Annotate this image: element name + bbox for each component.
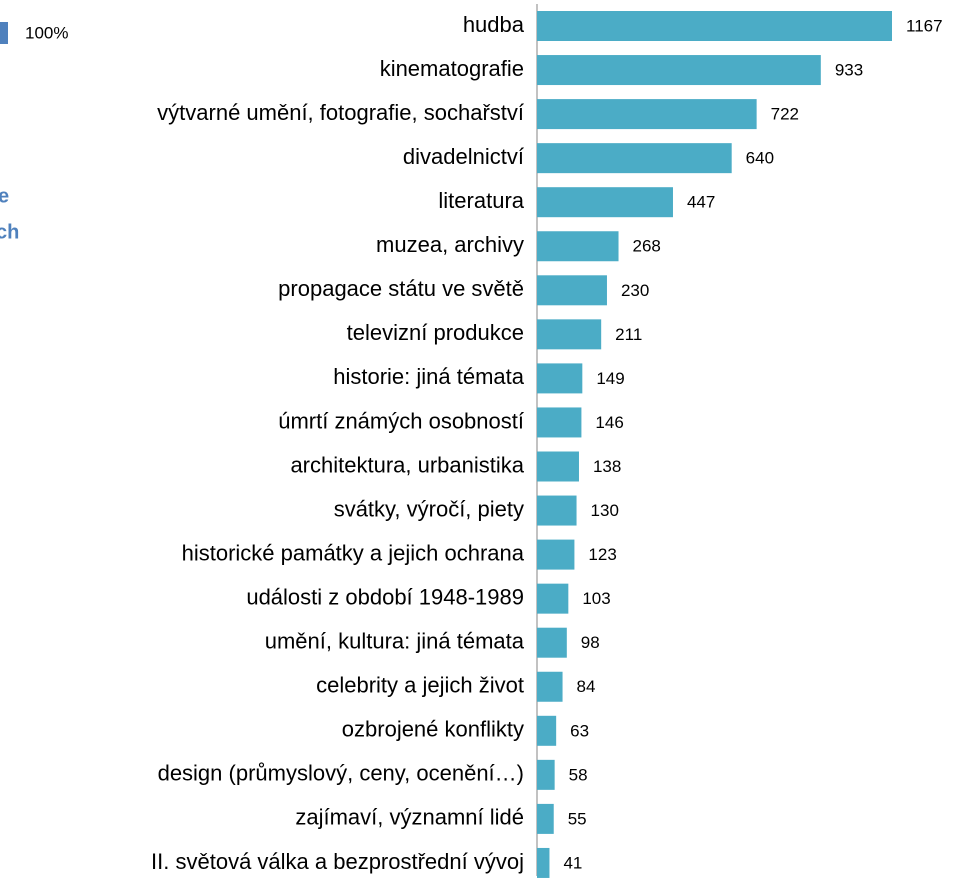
- category-label: kinematografie: [380, 56, 524, 81]
- category-label: propagace státu ve světě: [278, 276, 524, 301]
- legend-label: 100%: [25, 23, 68, 42]
- category-label: ozbrojené konflikty: [342, 717, 524, 742]
- value-label: 55: [568, 809, 587, 828]
- value-label: 130: [591, 501, 619, 520]
- category-label: architektura, urbanistika: [290, 452, 524, 477]
- value-label: 84: [577, 677, 596, 696]
- cropped-text: ch: [0, 221, 19, 243]
- bar: [537, 143, 732, 174]
- category-label: zajímaví, významní lidé: [295, 805, 524, 830]
- value-label: 268: [633, 237, 661, 256]
- bar: [537, 671, 563, 702]
- bar: [537, 231, 619, 262]
- value-label: 447: [687, 193, 715, 212]
- category-label: umění, kultura: jiná témata: [265, 629, 525, 654]
- bar: [537, 847, 550, 878]
- value-label: 211: [615, 325, 642, 344]
- cropped-text: e: [0, 185, 9, 207]
- value-label: 230: [621, 281, 649, 300]
- bar: [537, 363, 583, 394]
- value-label: 58: [569, 765, 588, 784]
- bar: [537, 99, 757, 130]
- category-label: historie: jiná témata: [333, 364, 525, 389]
- value-label: 640: [746, 149, 774, 168]
- category-label: literatura: [438, 188, 524, 213]
- category-label: divadelnictví: [403, 144, 524, 169]
- category-label: výtvarné umění, fotografie, sochařství: [157, 100, 524, 125]
- value-label: 123: [588, 545, 616, 564]
- value-label: 138: [593, 457, 621, 476]
- category-label: události z období 1948-1989: [246, 584, 524, 609]
- category-label: televizní produkce: [347, 320, 524, 345]
- bar: [537, 803, 554, 834]
- bar: [537, 539, 575, 570]
- category-label: II. světová válka a bezprostřední vývoj: [151, 849, 524, 874]
- value-label: 98: [581, 633, 600, 652]
- value-label: 1167: [906, 16, 943, 35]
- category-label: úmrtí známých osobností: [278, 408, 524, 433]
- legend-swatch: [0, 22, 8, 44]
- category-label: muzea, archivy: [376, 232, 524, 257]
- value-label: 103: [582, 589, 610, 608]
- bar: [537, 187, 673, 218]
- bar: [537, 759, 555, 790]
- category-label: celebrity a jejich život: [316, 673, 524, 698]
- bar: [537, 11, 892, 41]
- bar: [537, 495, 577, 526]
- value-label: 146: [595, 413, 623, 432]
- bar: [537, 627, 567, 658]
- value-label: 41: [563, 853, 582, 872]
- category-label: svátky, výročí, piety: [334, 496, 524, 521]
- bar: [537, 407, 582, 438]
- value-label: 722: [771, 105, 799, 124]
- bar: [537, 275, 607, 306]
- bar: [537, 55, 821, 86]
- bar: [537, 583, 569, 614]
- bar: [537, 319, 602, 350]
- value-label: 933: [835, 61, 863, 80]
- category-label: design (průmyslový, ceny, ocenění…): [158, 761, 524, 786]
- bar: [537, 715, 557, 746]
- category-label: hudba: [463, 12, 525, 37]
- category-label: historické památky a jejich ochrana: [182, 540, 525, 565]
- value-label: 63: [570, 721, 589, 740]
- bar: [537, 451, 579, 482]
- value-label: 149: [596, 369, 624, 388]
